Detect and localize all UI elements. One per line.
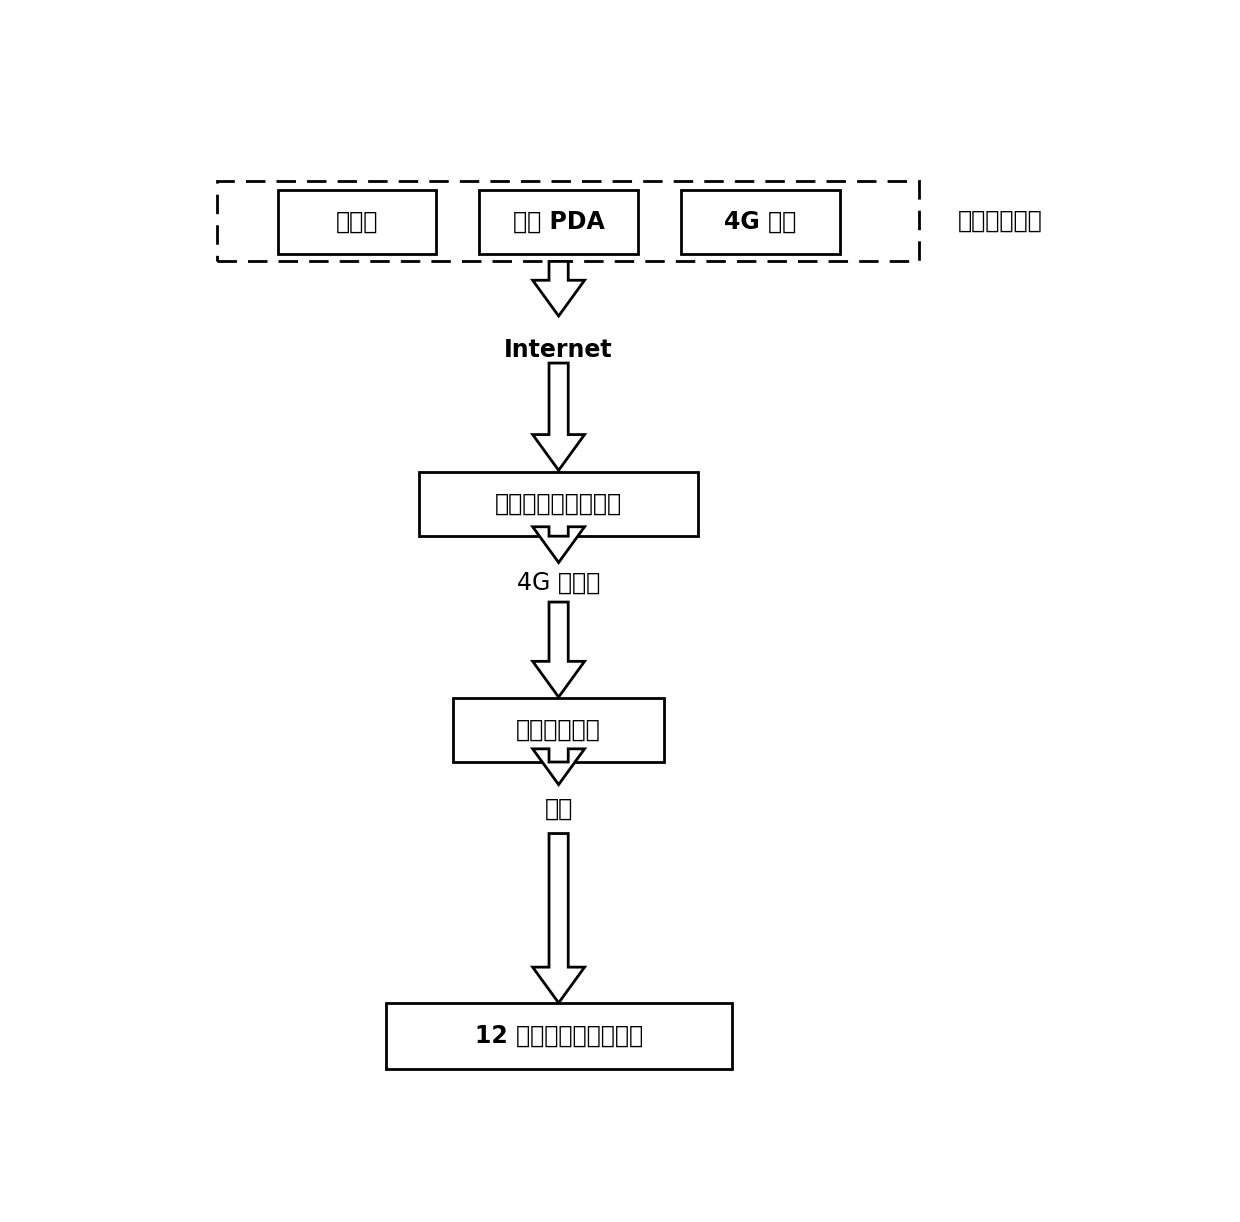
Text: 监护仪: 监护仪 (336, 210, 378, 233)
Text: 医用平板电脑: 医用平板电脑 (516, 719, 601, 742)
Text: 急救中心服务器系统: 急救中心服务器系统 (495, 492, 622, 516)
Text: 医生用户终端: 医生用户终端 (957, 209, 1042, 233)
FancyBboxPatch shape (681, 189, 839, 254)
FancyBboxPatch shape (386, 1003, 732, 1069)
FancyBboxPatch shape (217, 181, 919, 262)
Text: 12 导联心电图采集模块: 12 导联心电图采集模块 (475, 1024, 642, 1047)
FancyBboxPatch shape (278, 189, 436, 254)
Polygon shape (533, 262, 584, 316)
Text: 4G 手机: 4G 手机 (724, 210, 796, 233)
Text: 蓝牙: 蓝牙 (544, 797, 573, 821)
FancyBboxPatch shape (419, 472, 698, 536)
Polygon shape (533, 363, 584, 470)
Polygon shape (533, 833, 584, 1003)
Polygon shape (533, 749, 584, 785)
FancyBboxPatch shape (480, 189, 637, 254)
Polygon shape (533, 602, 584, 697)
Polygon shape (533, 527, 584, 562)
FancyBboxPatch shape (453, 698, 665, 763)
Text: 4G 无线网: 4G 无线网 (517, 571, 600, 594)
Text: 医用 PDA: 医用 PDA (513, 210, 604, 233)
Text: Internet: Internet (505, 338, 613, 362)
